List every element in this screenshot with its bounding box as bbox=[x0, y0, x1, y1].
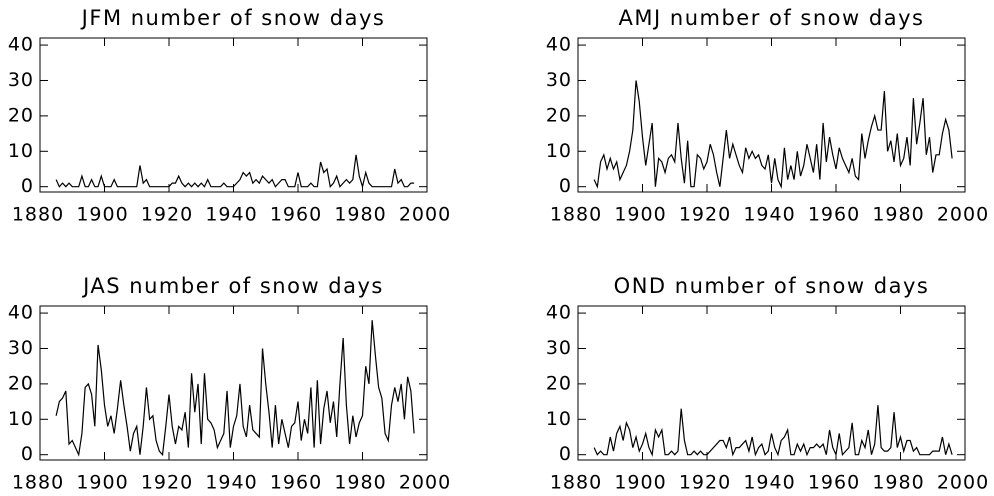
data-line bbox=[593, 405, 953, 457]
x-tick-label: 2000 bbox=[399, 204, 451, 226]
x-tick-label: 1980 bbox=[872, 204, 924, 226]
y-tick-label: 10 bbox=[8, 140, 34, 162]
y-tick-label: 20 bbox=[546, 104, 572, 126]
x-tick-label: 1900 bbox=[614, 472, 666, 494]
chart-title: JFM number of snow days bbox=[80, 6, 386, 30]
x-tick-label: 2000 bbox=[399, 472, 451, 494]
panel: JFM number of snow days 1880 1900 1920 1940 1… bbox=[8, 6, 451, 226]
x-tick-label: 1920 bbox=[141, 472, 193, 494]
y-tick-label: 0 bbox=[559, 443, 572, 465]
chart-title: OND number of snow days bbox=[614, 274, 930, 298]
y-tick-label: 20 bbox=[546, 372, 572, 394]
y-tick-label: 0 bbox=[21, 443, 34, 465]
y-tick-label: 40 bbox=[8, 302, 34, 324]
x-tick-label: 2000 bbox=[937, 472, 989, 494]
y-tick-label: 10 bbox=[8, 408, 34, 430]
x-tick-label: 1940 bbox=[205, 472, 257, 494]
y-tick-label: 0 bbox=[559, 175, 572, 197]
data-line bbox=[593, 80, 953, 190]
data-line bbox=[55, 320, 415, 457]
x-tick-label: 1920 bbox=[141, 204, 193, 226]
plot-frame bbox=[577, 37, 966, 193]
x-tick-label: 2000 bbox=[937, 204, 989, 226]
y-tick-label: 40 bbox=[8, 34, 34, 56]
x-tick-label: 1920 bbox=[679, 472, 731, 494]
x-tick-label: 1960 bbox=[808, 204, 860, 226]
chart-title: JAS number of snow days bbox=[81, 274, 384, 298]
y-tick-label: 10 bbox=[546, 408, 572, 430]
x-tick-label: 1900 bbox=[76, 204, 128, 226]
x-tick-label: 1940 bbox=[743, 472, 795, 494]
x-tick-label: 1920 bbox=[679, 204, 731, 226]
data-line bbox=[55, 154, 415, 190]
chart-title: AMJ number of snow days bbox=[619, 6, 925, 30]
x-tick-label: 1900 bbox=[76, 472, 128, 494]
y-tick-label: 40 bbox=[546, 302, 572, 324]
x-tick-label: 1960 bbox=[270, 204, 322, 226]
y-tick-label: 40 bbox=[546, 34, 572, 56]
y-tick-label: 30 bbox=[546, 337, 572, 359]
panel: AMJ number of snow days 1880 1900 1920 1940 1… bbox=[546, 6, 989, 226]
y-tick-label: 10 bbox=[546, 140, 572, 162]
x-tick-label: 1980 bbox=[334, 472, 386, 494]
y-tick-label: 30 bbox=[8, 337, 34, 359]
x-tick-label: 1880 bbox=[550, 204, 602, 226]
y-tick-label: 20 bbox=[8, 372, 34, 394]
x-tick-label: 1940 bbox=[205, 204, 257, 226]
plot-frame bbox=[39, 37, 428, 193]
x-tick-label: 1880 bbox=[12, 204, 64, 226]
x-tick-label: 1880 bbox=[12, 472, 64, 494]
x-tick-label: 1960 bbox=[270, 472, 322, 494]
panel: JAS number of snow days 1880 1900 1920 1940 1… bbox=[8, 274, 451, 494]
x-tick-label: 1980 bbox=[334, 204, 386, 226]
y-tick-label: 30 bbox=[546, 69, 572, 91]
x-tick-label: 1900 bbox=[614, 204, 666, 226]
x-tick-label: 1980 bbox=[872, 472, 924, 494]
x-tick-label: 1880 bbox=[550, 472, 602, 494]
y-tick-label: 30 bbox=[8, 69, 34, 91]
x-tick-label: 1940 bbox=[743, 204, 795, 226]
y-tick-label: 20 bbox=[8, 104, 34, 126]
panel: OND number of snow days 1880 1900 1920 1940 1… bbox=[546, 274, 989, 494]
y-tick-label: 0 bbox=[21, 175, 34, 197]
x-tick-label: 1960 bbox=[808, 472, 860, 494]
